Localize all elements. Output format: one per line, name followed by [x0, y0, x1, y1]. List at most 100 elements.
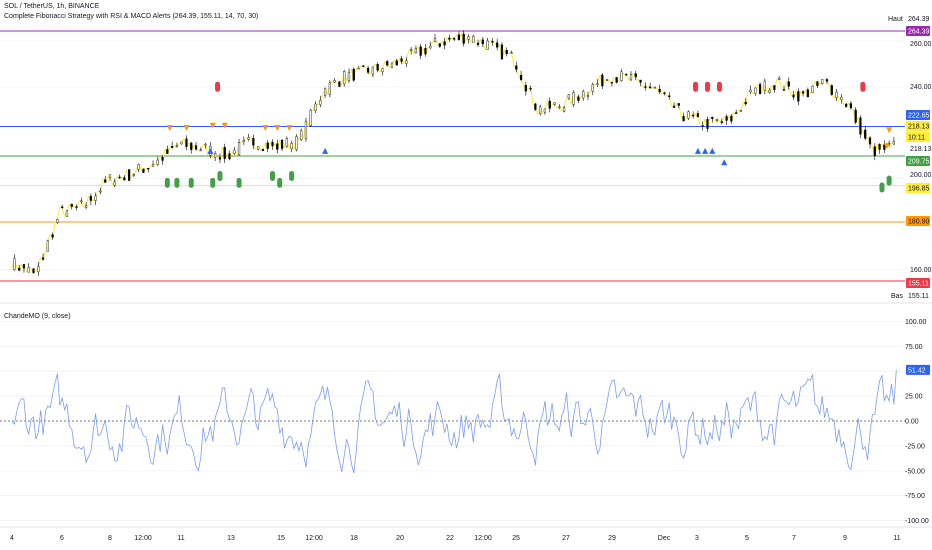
- candle: [328, 82, 331, 95]
- candle: [285, 138, 288, 147]
- candle: [687, 111, 690, 119]
- candle: [500, 44, 504, 60]
- rsi-buy-marker-icon: [164, 177, 170, 188]
- price-axis-tick: 218.13: [910, 146, 932, 153]
- candle: [61, 206, 64, 209]
- cmo-axis-tick: 0.00: [905, 419, 919, 426]
- candle: [782, 89, 786, 91]
- candle: [395, 60, 398, 66]
- candle: [448, 37, 451, 40]
- candle: [859, 117, 862, 135]
- candle: [357, 67, 360, 70]
- level-price-tag-bg: [906, 110, 930, 120]
- rsi-sell-marker-icon: [215, 81, 221, 92]
- candle: [171, 146, 174, 148]
- candle: [524, 84, 527, 92]
- candle: [720, 121, 723, 123]
- cmo-axis-tick: 100.00: [905, 319, 927, 326]
- time-axis-tick: 15: [277, 535, 285, 542]
- candle: [543, 108, 547, 113]
- candle: [214, 153, 217, 158]
- rsi-buy-marker-icon: [270, 171, 276, 182]
- last-price-tag-bg: [906, 121, 930, 131]
- candle: [539, 106, 542, 114]
- candle: [156, 159, 159, 165]
- countdown-tag: 10:11: [908, 135, 925, 142]
- cmo-axis-tick: -100.00: [905, 518, 929, 525]
- last-price-tag: 218.13: [908, 124, 930, 131]
- candle: [367, 67, 370, 73]
- time-axis-tick: 8: [108, 535, 112, 542]
- high-label: Haut: [888, 16, 903, 23]
- candle: [567, 94, 570, 99]
- candle: [677, 103, 680, 106]
- candle: [41, 257, 45, 260]
- candle: [309, 109, 312, 127]
- candle: [257, 146, 260, 150]
- candle: [825, 79, 829, 82]
- candle: [180, 141, 183, 145]
- candle: [151, 164, 155, 167]
- buy-signal-icon: [709, 147, 716, 154]
- candle: [419, 46, 422, 56]
- time-axis-tick: Dec: [658, 535, 671, 542]
- time-axis-tick: 11: [177, 535, 184, 542]
- sell-signal-icon: [286, 124, 293, 131]
- candle: [233, 149, 236, 154]
- candle: [476, 42, 480, 45]
- time-axis-tick: 9: [843, 535, 847, 542]
- price-axis-tick: 240.00: [910, 84, 932, 91]
- candle: [237, 142, 241, 156]
- candle: [625, 74, 628, 76]
- buy-signal-icon: [702, 147, 709, 154]
- symbol-title: SOL / TetherUS, 1h, BINANCE: [4, 3, 100, 10]
- candle: [725, 116, 728, 121]
- candle: [639, 79, 642, 83]
- candle: [386, 61, 389, 66]
- candle: [128, 169, 131, 181]
- candle: [438, 43, 441, 47]
- candle: [744, 101, 747, 105]
- candle: [629, 74, 633, 81]
- candle: [797, 91, 800, 102]
- time-axis-tick: 4: [10, 535, 14, 542]
- candle: [515, 65, 518, 70]
- candle: [562, 107, 566, 112]
- candle: [175, 145, 179, 147]
- candle: [481, 39, 484, 45]
- candle: [768, 89, 771, 93]
- candle: [13, 258, 16, 271]
- candle: [692, 114, 695, 117]
- candle: [65, 210, 69, 217]
- candle: [280, 139, 284, 149]
- rsi-sell-marker-icon: [860, 81, 866, 92]
- sell-signal-icon: [209, 122, 216, 129]
- candle: [80, 200, 83, 203]
- candle: [634, 73, 637, 78]
- candle: [108, 174, 112, 178]
- buy-signal-icon: [207, 147, 214, 154]
- candle: [27, 267, 30, 273]
- candle: [883, 144, 886, 150]
- candle: [620, 71, 623, 82]
- candle: [715, 119, 719, 121]
- cmo-axis-tick: 25.00: [905, 394, 923, 401]
- candle: [773, 85, 776, 90]
- candle: [505, 50, 508, 55]
- candle: [290, 143, 293, 149]
- level-price-tag-bg: [906, 26, 930, 36]
- rsi-sell-marker-icon: [716, 81, 722, 92]
- candle: [323, 88, 327, 96]
- candle: [252, 137, 255, 146]
- price-axis-tick: 200.00: [910, 172, 932, 179]
- candle: [534, 103, 537, 110]
- candle: [89, 195, 92, 201]
- sell-signal-icon: [886, 127, 893, 134]
- candle: [606, 79, 609, 81]
- candle: [228, 153, 231, 160]
- rsi-buy-marker-icon: [174, 177, 180, 188]
- candle: [558, 106, 561, 108]
- time-axis-tick: 3: [695, 535, 699, 542]
- cmo-axis-tick: -50.00: [905, 468, 925, 475]
